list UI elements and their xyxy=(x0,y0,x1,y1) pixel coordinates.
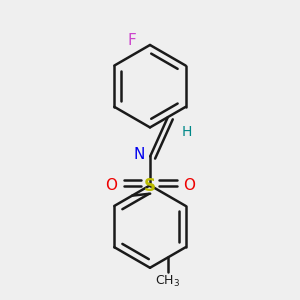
Text: N: N xyxy=(134,147,145,162)
Text: O: O xyxy=(105,178,117,193)
Text: CH$_3$: CH$_3$ xyxy=(155,274,180,289)
Text: H: H xyxy=(182,125,192,139)
Text: O: O xyxy=(184,178,196,193)
Text: S: S xyxy=(144,177,156,195)
Text: F: F xyxy=(128,33,136,48)
